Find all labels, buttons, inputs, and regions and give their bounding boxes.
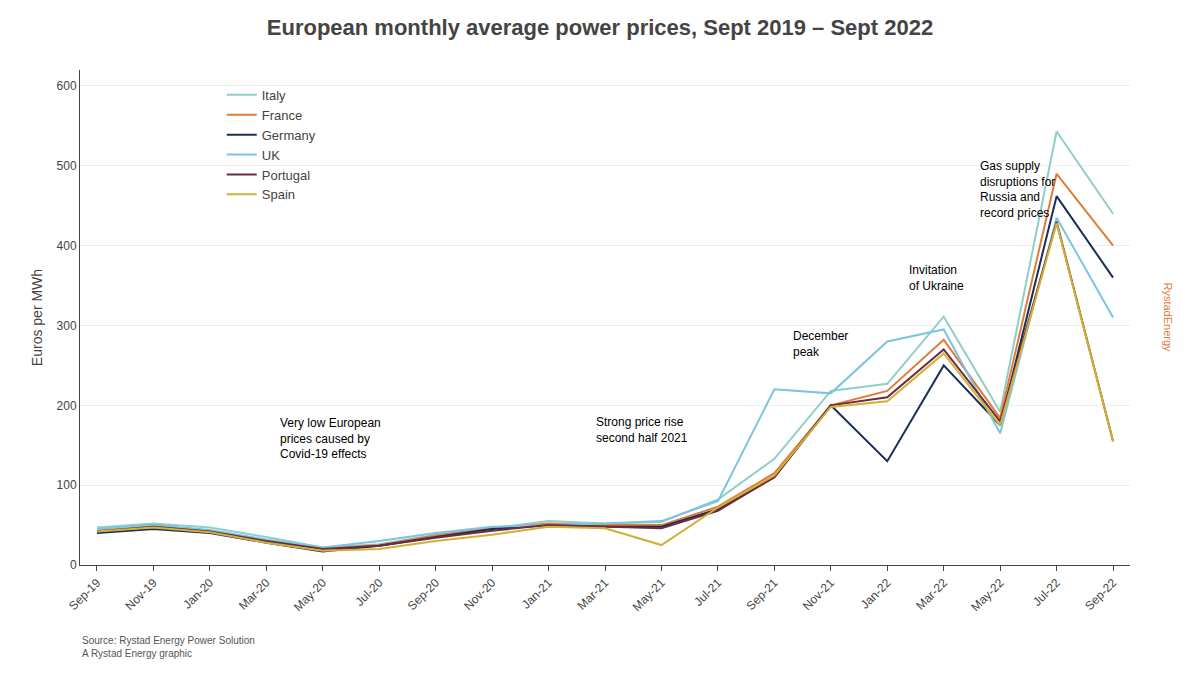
svg-text:Jan-20: Jan-20 (180, 576, 216, 612)
svg-text:Euros per MWh: Euros per MWh (29, 269, 45, 366)
svg-text:Gas supplydisruptions forRussi: Gas supplydisruptions forRussia andrecor… (980, 159, 1055, 220)
svg-text:400: 400 (57, 239, 77, 253)
svg-text:0: 0 (70, 558, 77, 572)
svg-text:Jul-20: Jul-20 (353, 576, 386, 609)
svg-text:Jul-21: Jul-21 (691, 576, 724, 609)
svg-text:200: 200 (57, 399, 77, 413)
svg-text:500: 500 (57, 159, 77, 173)
svg-text:May-20: May-20 (291, 576, 329, 614)
svg-text:May-22: May-22 (968, 576, 1006, 614)
svg-text:Mar-22: Mar-22 (913, 576, 950, 613)
svg-text:100: 100 (57, 478, 77, 492)
svg-text:Nov-19: Nov-19 (122, 576, 159, 613)
svg-text:RystadEnergy: RystadEnergy (1162, 283, 1174, 353)
svg-text:Invitationof Ukraine: Invitationof Ukraine (909, 263, 964, 293)
svg-text:UK: UK (262, 148, 280, 163)
svg-text:Jan-21: Jan-21 (519, 576, 555, 612)
svg-text:Nov-20: Nov-20 (461, 576, 498, 613)
svg-text:Very low Europeanprices caused: Very low Europeanprices caused byCovid-1… (280, 416, 381, 461)
svg-text:Sep-20: Sep-20 (405, 576, 442, 613)
svg-text:Sep-22: Sep-22 (1082, 576, 1119, 613)
svg-text:European monthly average power: European monthly average power prices, S… (267, 15, 933, 40)
svg-text:Sep-21: Sep-21 (743, 576, 780, 613)
svg-text:600: 600 (57, 79, 77, 93)
svg-text:Decemberpeak: Decemberpeak (793, 329, 848, 359)
svg-text:Nov-21: Nov-21 (800, 576, 837, 613)
svg-text:Jan-22: Jan-22 (858, 576, 894, 612)
svg-text:Mar-21: Mar-21 (575, 576, 612, 613)
svg-text:Sep-19: Sep-19 (66, 576, 103, 613)
svg-text:300: 300 (57, 319, 77, 333)
svg-text:Portugal: Portugal (262, 168, 311, 183)
svg-text:Source: Rystad Energy Power So: Source: Rystad Energy Power SolutionA Ry… (82, 635, 255, 659)
svg-text:May-21: May-21 (630, 576, 668, 614)
svg-text:Italy: Italy (262, 88, 286, 103)
svg-text:Germany: Germany (262, 128, 316, 143)
svg-text:Spain: Spain (262, 187, 295, 202)
svg-text:Strong price risesecond half 2: Strong price risesecond half 2021 (596, 415, 688, 445)
svg-text:Jul-22: Jul-22 (1030, 576, 1063, 609)
svg-text:Mar-20: Mar-20 (236, 576, 273, 613)
svg-text:France: France (262, 108, 302, 123)
